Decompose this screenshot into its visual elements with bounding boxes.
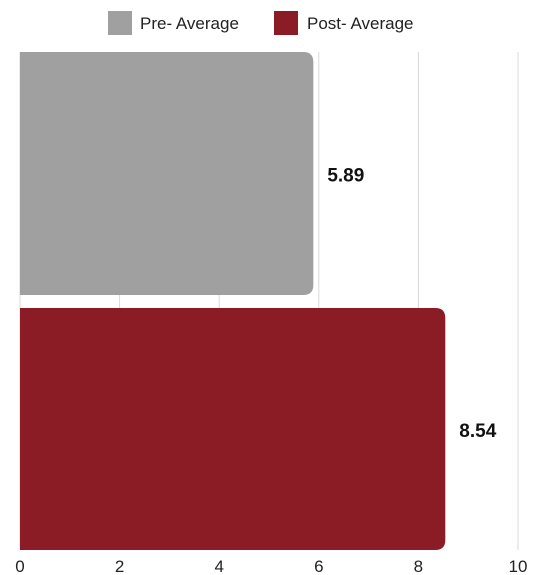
data-label-post-average: 8.54 bbox=[459, 421, 496, 442]
legend-swatch-post-average bbox=[274, 11, 298, 35]
value-labels: 5.89 8.54 bbox=[327, 166, 496, 443]
x-tick-label-10: 10 bbox=[509, 557, 528, 575]
bars bbox=[20, 52, 446, 550]
legend: Pre- Average Post- Average bbox=[108, 11, 413, 35]
bar-pre-average bbox=[20, 52, 314, 295]
x-tick-label-0: 0 bbox=[15, 557, 24, 575]
legend-swatch-pre-average bbox=[108, 11, 132, 35]
x-tick-label-2: 2 bbox=[115, 557, 124, 575]
x-tick-label-6: 6 bbox=[314, 557, 323, 575]
data-label-pre-average: 5.89 bbox=[327, 166, 364, 187]
x-tick-label-8: 8 bbox=[414, 557, 423, 575]
legend-label-post-average: Post- Average bbox=[307, 14, 413, 33]
x-tick-label-4: 4 bbox=[214, 557, 223, 575]
x-axis: 0 2 4 6 8 10 bbox=[15, 557, 527, 575]
legend-label-pre-average: Pre- Average bbox=[140, 14, 239, 33]
bar-post-average bbox=[20, 308, 446, 550]
